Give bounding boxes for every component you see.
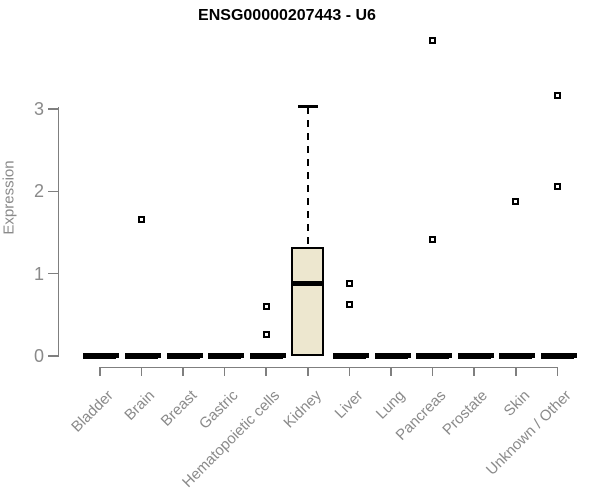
outlier-point (137, 215, 145, 223)
outlier-point (345, 301, 353, 309)
x-tick (99, 366, 101, 376)
zero-box-breast (166, 352, 203, 359)
x-tick (223, 366, 226, 376)
outlier-point (512, 197, 520, 205)
zero-box-bladder (83, 352, 120, 359)
y-axis-line (57, 107, 59, 357)
upper-whisker (306, 106, 309, 248)
whisker-cap (297, 105, 318, 108)
x-category-label: Brain (121, 387, 159, 424)
outlier-point (429, 236, 437, 244)
outlier-point (553, 182, 561, 190)
x-tick (348, 366, 351, 376)
x-tick (182, 366, 184, 376)
x-tick (431, 366, 434, 376)
x-tick (265, 366, 267, 376)
x-category-label: Skin (500, 387, 533, 420)
x-tick (140, 366, 143, 376)
zero-box-prostate (457, 352, 494, 359)
y-tick (48, 190, 59, 193)
y-tick (48, 108, 59, 110)
x-axis-line (99, 366, 558, 369)
x-category-label: Lung (372, 387, 409, 423)
outlier-point (345, 280, 353, 288)
x-category-label: Liver (331, 387, 367, 423)
median-line (291, 281, 325, 287)
x-category-label: Breast (157, 387, 201, 430)
x-tick (390, 366, 392, 376)
x-tick (515, 366, 517, 376)
x-category-label: Bladder (68, 387, 117, 436)
outlier-point (262, 303, 270, 311)
outlier-point (553, 92, 561, 100)
zero-box-pancreas (416, 352, 453, 359)
outlier-point (429, 37, 437, 45)
zero-box-liver (332, 352, 369, 359)
zero-box-skin (499, 352, 536, 359)
zero-box-gastric (208, 352, 245, 359)
zero-box-unknown-other (540, 352, 577, 359)
x-tick (473, 366, 475, 376)
y-tick-label: 1 (33, 263, 44, 284)
outlier-point (262, 331, 270, 339)
x-category-label: Prostate (439, 387, 492, 439)
x-category-label: Kidney (280, 387, 325, 432)
y-tick-label: 0 (33, 346, 44, 366)
x-tick (556, 366, 559, 376)
y-tick-label: 2 (33, 181, 44, 202)
zero-box-lung (374, 352, 411, 359)
zero-box-hematopoietic-cells (249, 352, 286, 359)
box-kidney (291, 247, 325, 356)
x-tick (307, 366, 309, 376)
chart-title: ENSG00000207443 - U6 (198, 7, 376, 24)
y-tick-label: 3 (33, 99, 44, 119)
y-tick (48, 355, 59, 357)
zero-box-brain (124, 352, 161, 359)
y-tick (48, 272, 59, 275)
